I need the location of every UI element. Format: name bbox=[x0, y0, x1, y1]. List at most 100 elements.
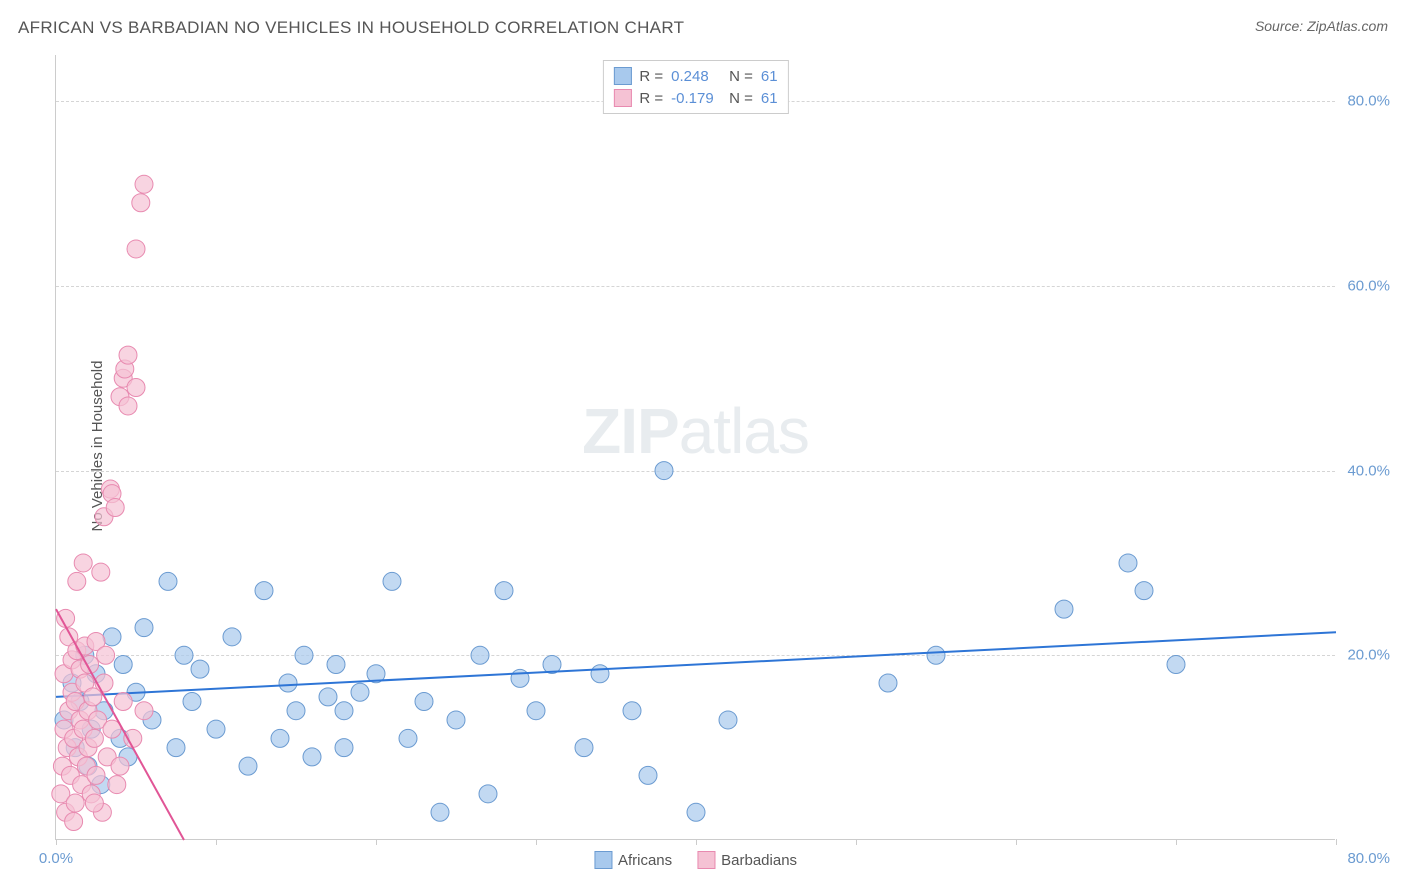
data-point bbox=[591, 665, 609, 683]
data-point bbox=[159, 572, 177, 590]
data-point bbox=[127, 240, 145, 258]
series-label: Africans bbox=[618, 852, 672, 869]
data-point bbox=[527, 702, 545, 720]
data-point bbox=[879, 674, 897, 692]
data-point bbox=[719, 711, 737, 729]
data-point bbox=[85, 794, 103, 812]
data-point bbox=[239, 757, 257, 775]
y-tick-label: 60.0% bbox=[1347, 277, 1390, 294]
data-point bbox=[575, 739, 593, 757]
data-point bbox=[271, 729, 289, 747]
n-label: N = bbox=[729, 90, 753, 107]
data-point bbox=[106, 499, 124, 517]
data-point bbox=[399, 729, 417, 747]
chart-title: AFRICAN VS BARBADIAN NO VEHICLES IN HOUS… bbox=[18, 18, 684, 38]
x-tick bbox=[376, 839, 377, 845]
x-tick bbox=[1176, 839, 1177, 845]
data-point bbox=[447, 711, 465, 729]
data-point bbox=[92, 563, 110, 581]
data-point bbox=[114, 692, 132, 710]
data-point bbox=[66, 794, 84, 812]
data-point bbox=[108, 776, 126, 794]
plot-area: ZIPatlas 20.0%40.0%60.0%80.0% 0.0%80.0% … bbox=[55, 55, 1335, 840]
data-point bbox=[431, 803, 449, 821]
data-point bbox=[1135, 582, 1153, 600]
x-origin-label: 0.0% bbox=[39, 850, 73, 867]
x-tick bbox=[856, 839, 857, 845]
data-point bbox=[1119, 554, 1137, 572]
data-point bbox=[287, 702, 305, 720]
data-point bbox=[927, 646, 945, 664]
source-attribution: Source: ZipAtlas.com bbox=[1255, 18, 1388, 34]
data-point bbox=[114, 656, 132, 674]
data-point bbox=[1167, 656, 1185, 674]
correlation-legend: R = 0.248 N = 61R = -0.179 N = 61 bbox=[602, 60, 788, 114]
data-point bbox=[68, 572, 86, 590]
data-point bbox=[74, 554, 92, 572]
trend-line bbox=[56, 632, 1336, 697]
data-point bbox=[655, 462, 673, 480]
legend-stat-row: R = 0.248 N = 61 bbox=[613, 65, 777, 87]
n-label: N = bbox=[729, 68, 753, 85]
x-tick bbox=[56, 839, 57, 845]
data-point bbox=[415, 692, 433, 710]
data-point bbox=[511, 669, 529, 687]
data-point bbox=[327, 656, 345, 674]
data-point bbox=[223, 628, 241, 646]
legend-swatch bbox=[613, 67, 631, 85]
data-point bbox=[471, 646, 489, 664]
data-point bbox=[207, 720, 225, 738]
legend-swatch bbox=[594, 851, 612, 869]
data-point bbox=[124, 729, 142, 747]
data-point bbox=[687, 803, 705, 821]
series-legend: Africans Barbadians bbox=[594, 851, 797, 869]
r-label: R = bbox=[639, 68, 663, 85]
data-point bbox=[127, 378, 145, 396]
data-point bbox=[639, 766, 657, 784]
series-label: Barbadians bbox=[721, 852, 797, 869]
scatter-chart-svg bbox=[56, 55, 1335, 839]
series-legend-item: Africans bbox=[594, 851, 672, 869]
y-tick-label: 80.0% bbox=[1347, 93, 1390, 110]
data-point bbox=[103, 628, 121, 646]
data-point bbox=[1055, 600, 1073, 618]
n-value: 61 bbox=[761, 90, 778, 107]
n-value: 61 bbox=[761, 68, 778, 85]
source-link[interactable]: ZipAtlas.com bbox=[1307, 18, 1388, 34]
y-tick-label: 20.0% bbox=[1347, 647, 1390, 664]
data-point bbox=[175, 646, 193, 664]
data-point bbox=[135, 702, 153, 720]
data-point bbox=[85, 729, 103, 747]
header: AFRICAN VS BARBADIAN NO VEHICLES IN HOUS… bbox=[18, 18, 1388, 38]
r-value: -0.179 bbox=[671, 90, 721, 107]
data-point bbox=[135, 619, 153, 637]
y-tick-label: 40.0% bbox=[1347, 462, 1390, 479]
data-point bbox=[132, 194, 150, 212]
data-point bbox=[65, 813, 83, 831]
data-point bbox=[135, 175, 153, 193]
data-point bbox=[383, 572, 401, 590]
data-point bbox=[119, 346, 137, 364]
data-point bbox=[351, 683, 369, 701]
legend-swatch bbox=[697, 851, 715, 869]
x-tick bbox=[216, 839, 217, 845]
data-point bbox=[255, 582, 273, 600]
x-max-label: 80.0% bbox=[1347, 850, 1390, 867]
data-point bbox=[279, 674, 297, 692]
data-point bbox=[167, 739, 185, 757]
r-value: 0.248 bbox=[671, 68, 721, 85]
data-point bbox=[111, 757, 129, 775]
x-tick bbox=[1336, 839, 1337, 845]
source-label: Source: bbox=[1255, 18, 1303, 34]
data-point bbox=[191, 660, 209, 678]
data-point bbox=[303, 748, 321, 766]
data-point bbox=[119, 397, 137, 415]
x-tick bbox=[536, 839, 537, 845]
data-point bbox=[183, 692, 201, 710]
data-point bbox=[335, 702, 353, 720]
legend-swatch bbox=[613, 89, 631, 107]
series-legend-item: Barbadians bbox=[697, 851, 797, 869]
legend-stat-row: R =-0.179N =61 bbox=[613, 87, 777, 109]
data-point bbox=[623, 702, 641, 720]
data-point bbox=[479, 785, 497, 803]
